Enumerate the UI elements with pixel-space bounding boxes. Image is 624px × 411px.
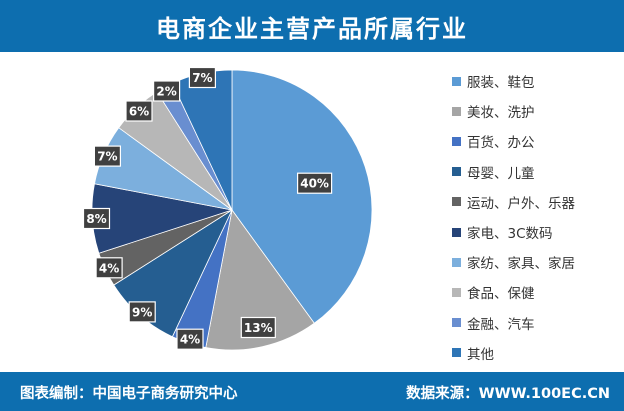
legend-swatch bbox=[452, 136, 461, 146]
legend-item: 金融、汽车 bbox=[452, 308, 620, 338]
legend-label: 运动、户外、乐器 bbox=[467, 195, 575, 212]
pie-label-text: 4% bbox=[180, 333, 200, 347]
legend-label: 食品、保健 bbox=[467, 286, 535, 303]
legend-swatch bbox=[452, 257, 461, 267]
pie-label-box bbox=[240, 316, 276, 339]
pie-label: 4% bbox=[176, 328, 204, 350]
legend-label: 美妆、洗护 bbox=[467, 105, 535, 122]
pie-label: 8% bbox=[82, 207, 111, 230]
legend-swatch bbox=[452, 227, 461, 237]
legend-swatch bbox=[452, 318, 461, 328]
pie-label: 2% bbox=[153, 80, 181, 102]
legend-swatch bbox=[452, 76, 461, 86]
legend-item: 家纺、家具、家居 bbox=[452, 247, 620, 277]
footer-source-label: 图表编制： bbox=[20, 386, 93, 402]
pie-label-box bbox=[176, 328, 204, 350]
pie-label-box bbox=[95, 257, 123, 279]
footer-data-source: 数据来源：WWW.100EC.CN bbox=[406, 382, 610, 403]
pie-label-text: 4% bbox=[99, 261, 119, 275]
pie-label-text: 40% bbox=[300, 177, 329, 191]
legend-label: 其他 bbox=[467, 346, 494, 363]
legend-item: 运动、户外、乐器 bbox=[452, 187, 620, 217]
legend-swatch bbox=[452, 287, 461, 297]
pie-label: 7% bbox=[93, 145, 122, 167]
chart-legend: 服装、鞋包美妆、洗护百货、办公母婴、儿童运动、户外、乐器 家电、3C数码家纺、家具… bbox=[452, 66, 620, 368]
legend-item: 家电、3C数码 bbox=[452, 217, 620, 247]
pie-label-text: 2% bbox=[156, 85, 176, 99]
legend-label: 母婴、儿童 bbox=[467, 165, 535, 182]
legend-label: 服装、鞋包 bbox=[467, 75, 535, 92]
pie-label-box bbox=[125, 100, 153, 122]
pie-label-box bbox=[93, 145, 122, 167]
legend-label: 家纺、家具、家居 bbox=[467, 256, 575, 273]
legend-swatch bbox=[452, 106, 461, 116]
footer-data-label: 数据来源： bbox=[406, 386, 479, 402]
pie-slices bbox=[91, 69, 373, 351]
pie-label-text: 6% bbox=[129, 105, 149, 119]
pie-label: 9% bbox=[128, 301, 156, 323]
pie-chart: 40% 13% 4% 9% 4% 8% 7% 6% 2% 7% bbox=[82, 66, 373, 351]
chart-footer: 图表编制：中国电子商务研究中心 数据来源：WWW.100EC.CN bbox=[0, 372, 624, 411]
chart-header: 电商企业主营产品所属行业 bbox=[0, 0, 624, 52]
pie-label: 4% bbox=[95, 257, 123, 279]
pie-slice bbox=[205, 209, 315, 351]
legend-item: 食品、保健 bbox=[452, 277, 620, 307]
legend-swatch bbox=[452, 197, 461, 207]
footer-source-value: 中国电子商务研究中心 bbox=[92, 386, 238, 402]
pie-label-box bbox=[297, 172, 333, 194]
pie-label-box bbox=[153, 80, 181, 102]
pie-label: 6% bbox=[125, 100, 153, 122]
footer-data-value: WWW.100EC.CN bbox=[478, 386, 610, 402]
pie-label-text: 7% bbox=[97, 150, 117, 164]
legend-item: 美妆、洗护 bbox=[452, 96, 620, 126]
pie-label: 13% bbox=[240, 316, 276, 339]
legend-item: 百货、办公 bbox=[452, 126, 620, 156]
pie-label-box bbox=[82, 207, 111, 230]
pie-label-text: 13% bbox=[244, 321, 273, 335]
pie-label: 7% bbox=[188, 66, 216, 89]
pie-label: 40% bbox=[297, 172, 333, 194]
pie-label-text: 9% bbox=[132, 305, 152, 319]
legend-item: 服装、鞋包 bbox=[452, 66, 620, 96]
legend-item: 母婴、儿童 bbox=[452, 157, 620, 187]
legend-swatch bbox=[452, 167, 461, 177]
pie-label-box bbox=[188, 66, 216, 89]
chart-title: 电商企业主营产品所属行业 bbox=[156, 14, 468, 43]
pie-label-text: 7% bbox=[192, 71, 212, 85]
pie-slice bbox=[231, 69, 373, 324]
pie-label-text: 8% bbox=[86, 212, 106, 226]
pie-labels: 40% 13% 4% 9% 4% 8% 7% 6% 2% 7% bbox=[82, 66, 333, 350]
legend-label: 百货、办公 bbox=[467, 135, 535, 152]
pie-label-box bbox=[128, 301, 156, 323]
legend-swatch bbox=[452, 348, 461, 358]
legend-item: 其他 bbox=[452, 338, 620, 368]
legend-label: 金融、汽车 bbox=[467, 316, 535, 333]
legend-label: 家电、3C数码 bbox=[467, 226, 553, 243]
footer-source: 图表编制：中国电子商务研究中心 bbox=[20, 382, 238, 403]
